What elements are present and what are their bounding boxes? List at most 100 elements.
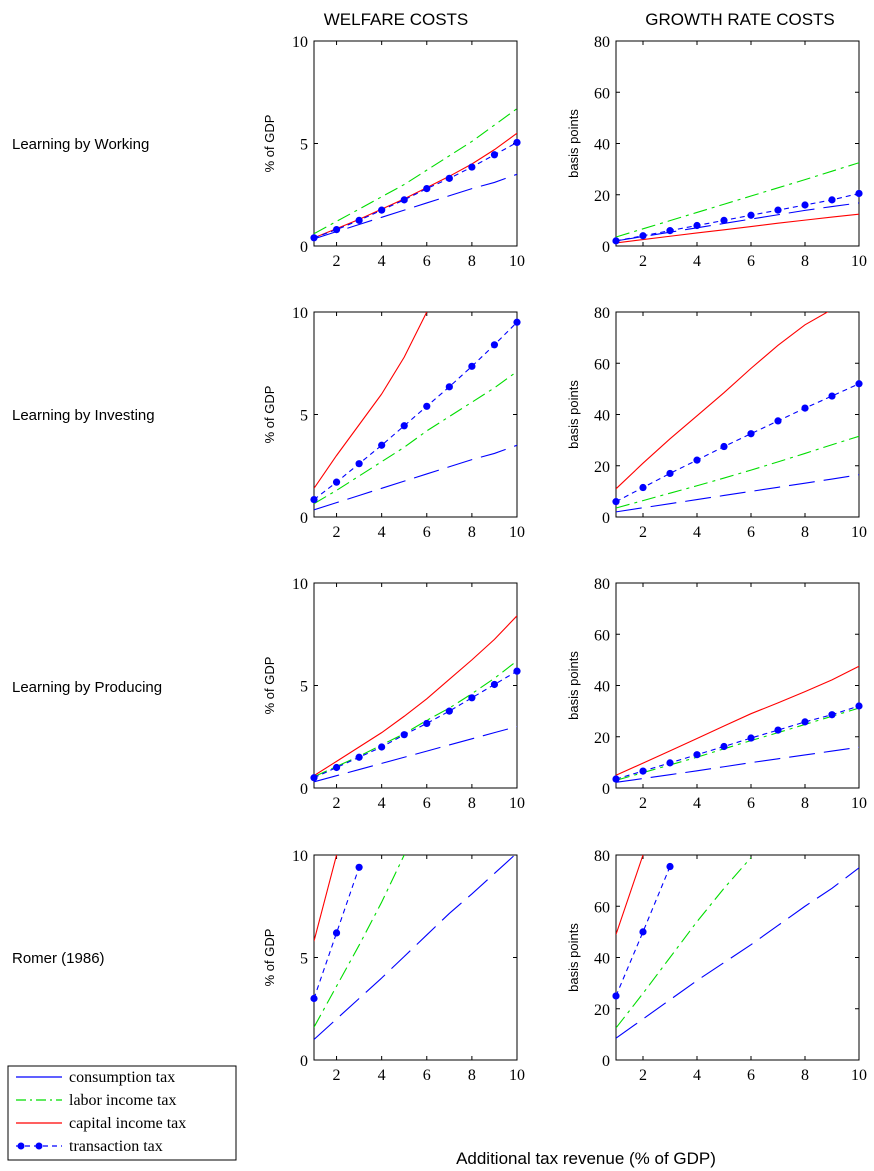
data-point-transaction-tax bbox=[400, 731, 408, 739]
data-point-transaction-tax bbox=[423, 719, 431, 728]
series-line-transaction-tax bbox=[314, 321, 517, 501]
data-point-transaction-tax bbox=[468, 163, 476, 171]
plot-area bbox=[314, 108, 517, 240]
plot-frame bbox=[615, 40, 860, 247]
plot-area bbox=[616, 665, 859, 783]
data-point-transaction-tax bbox=[612, 237, 620, 245]
y-tick-label: 20 bbox=[594, 730, 610, 747]
series-line-labor-income-tax bbox=[314, 108, 517, 235]
y-tick-label: 20 bbox=[594, 1002, 610, 1019]
data-point-transaction-tax bbox=[828, 392, 836, 400]
plot-area bbox=[616, 162, 859, 244]
plot-area bbox=[616, 855, 859, 1039]
x-tick-label: 10 bbox=[851, 795, 867, 812]
chart-panel-1-0: 2 4 6 8 10 0 5 10 % of GDP bbox=[262, 305, 525, 541]
data-point-transaction-tax bbox=[378, 206, 386, 214]
data-point-transaction-tax bbox=[310, 234, 318, 242]
y-tick-label: 80 bbox=[594, 305, 610, 322]
x-tick-label: 2 bbox=[639, 1067, 647, 1084]
series-line-transaction-tax bbox=[616, 705, 859, 780]
chart-panel-0-0: 2 4 6 8 10 0 5 10 % of GDP bbox=[262, 34, 525, 270]
legend-label-transaction: transaction tax bbox=[69, 1138, 163, 1155]
y-tick-label: 0 bbox=[300, 239, 308, 256]
x-tick-label: 10 bbox=[509, 795, 525, 812]
data-point-transaction-tax bbox=[774, 726, 782, 734]
data-point-transaction-tax bbox=[468, 362, 476, 370]
y-axis-label: % of GDP bbox=[262, 657, 277, 715]
x-tick-label: 8 bbox=[801, 253, 809, 270]
x-axis-label: Additional tax revenue (% of GDP) bbox=[456, 1149, 716, 1168]
y-tick-label: 0 bbox=[300, 510, 308, 527]
data-point-transaction-tax bbox=[310, 994, 318, 1003]
data-point-transaction-tax bbox=[855, 702, 863, 710]
plot-frame bbox=[313, 311, 518, 518]
series-line-consumption-tax bbox=[314, 444, 517, 511]
y-tick-label: 5 bbox=[300, 679, 308, 696]
series-line-capital-income-tax bbox=[616, 312, 829, 490]
data-point-transaction-tax bbox=[355, 216, 363, 224]
series-line-labor-income-tax bbox=[616, 162, 859, 238]
row-label-romer: Romer (1986) bbox=[12, 950, 105, 967]
x-tick-label: 10 bbox=[851, 253, 867, 270]
x-tick-label: 10 bbox=[851, 524, 867, 541]
y-tick-label: 60 bbox=[594, 627, 610, 644]
plot-frame bbox=[313, 582, 518, 789]
data-point-transaction-tax bbox=[801, 404, 809, 412]
y-tick-label: 40 bbox=[594, 679, 610, 696]
data-point-transaction-tax bbox=[666, 469, 674, 478]
plot-area bbox=[314, 615, 517, 783]
series-line-labor-income-tax bbox=[314, 855, 405, 1028]
series-line-capital-income-tax bbox=[314, 132, 517, 239]
row-label-working: Learning by Working bbox=[12, 136, 149, 153]
series-line-capital-income-tax bbox=[616, 665, 859, 776]
x-tick-label: 10 bbox=[509, 253, 525, 270]
x-tick-label: 2 bbox=[333, 524, 341, 541]
data-point-transaction-tax bbox=[612, 775, 620, 783]
data-point-transaction-tax bbox=[801, 718, 809, 726]
data-point-transaction-tax bbox=[639, 767, 647, 775]
series-line-capital-income-tax bbox=[616, 855, 644, 935]
series-line-transaction-tax bbox=[616, 383, 859, 503]
data-point-transaction-tax bbox=[423, 185, 431, 193]
plot-area bbox=[314, 855, 516, 1040]
y-tick-label: 80 bbox=[594, 34, 610, 51]
data-point-transaction-tax bbox=[639, 232, 647, 240]
series-line-capital-income-tax bbox=[314, 615, 517, 777]
data-point-transaction-tax bbox=[332, 226, 341, 234]
x-tick-label: 6 bbox=[423, 524, 431, 541]
y-tick-label: 60 bbox=[594, 899, 610, 916]
y-axis-label: % of GDP bbox=[262, 115, 277, 173]
x-tick-label: 4 bbox=[378, 1067, 386, 1084]
y-tick-label: 0 bbox=[300, 781, 308, 798]
x-tick-label: 2 bbox=[333, 1067, 341, 1084]
data-point-transaction-tax bbox=[400, 196, 408, 204]
legend-item-consumption: consumption tax bbox=[16, 1069, 175, 1086]
data-point-transaction-tax bbox=[513, 667, 521, 675]
y-tick-label: 20 bbox=[594, 188, 610, 205]
x-tick-label: 6 bbox=[747, 1067, 755, 1084]
y-tick-label: 5 bbox=[300, 951, 308, 968]
series-line-capital-income-tax bbox=[314, 312, 428, 489]
legend-item-capital: capital income tax bbox=[16, 1115, 186, 1132]
x-tick-label: 6 bbox=[423, 1067, 431, 1084]
data-point-transaction-tax bbox=[332, 478, 341, 486]
chart-panel-0-1: 2 4 6 8 10 0 20 40 60 80 basis points bbox=[566, 34, 867, 270]
series-line-labor-income-tax bbox=[616, 707, 859, 781]
series-line-transaction-tax bbox=[314, 141, 517, 239]
data-point-transaction-tax bbox=[355, 460, 363, 468]
data-point-transaction-tax bbox=[855, 380, 863, 388]
y-tick-label: 40 bbox=[594, 408, 610, 425]
plot-area bbox=[616, 312, 859, 513]
legend-marker-transaction bbox=[17, 1142, 25, 1150]
plot-area bbox=[314, 312, 517, 511]
data-point-transaction-tax bbox=[490, 341, 499, 349]
series-line-transaction-tax bbox=[314, 670, 517, 779]
y-tick-label: 0 bbox=[602, 239, 610, 256]
plot-frame bbox=[615, 854, 860, 1061]
x-tick-label: 8 bbox=[468, 524, 476, 541]
y-axis-label: basis points bbox=[566, 923, 581, 992]
chart-panel-3-0: 2 4 6 8 10 0 5 10 % of GDP bbox=[262, 848, 525, 1084]
data-point-transaction-tax bbox=[310, 774, 318, 782]
series-line-consumption-tax bbox=[616, 202, 859, 242]
